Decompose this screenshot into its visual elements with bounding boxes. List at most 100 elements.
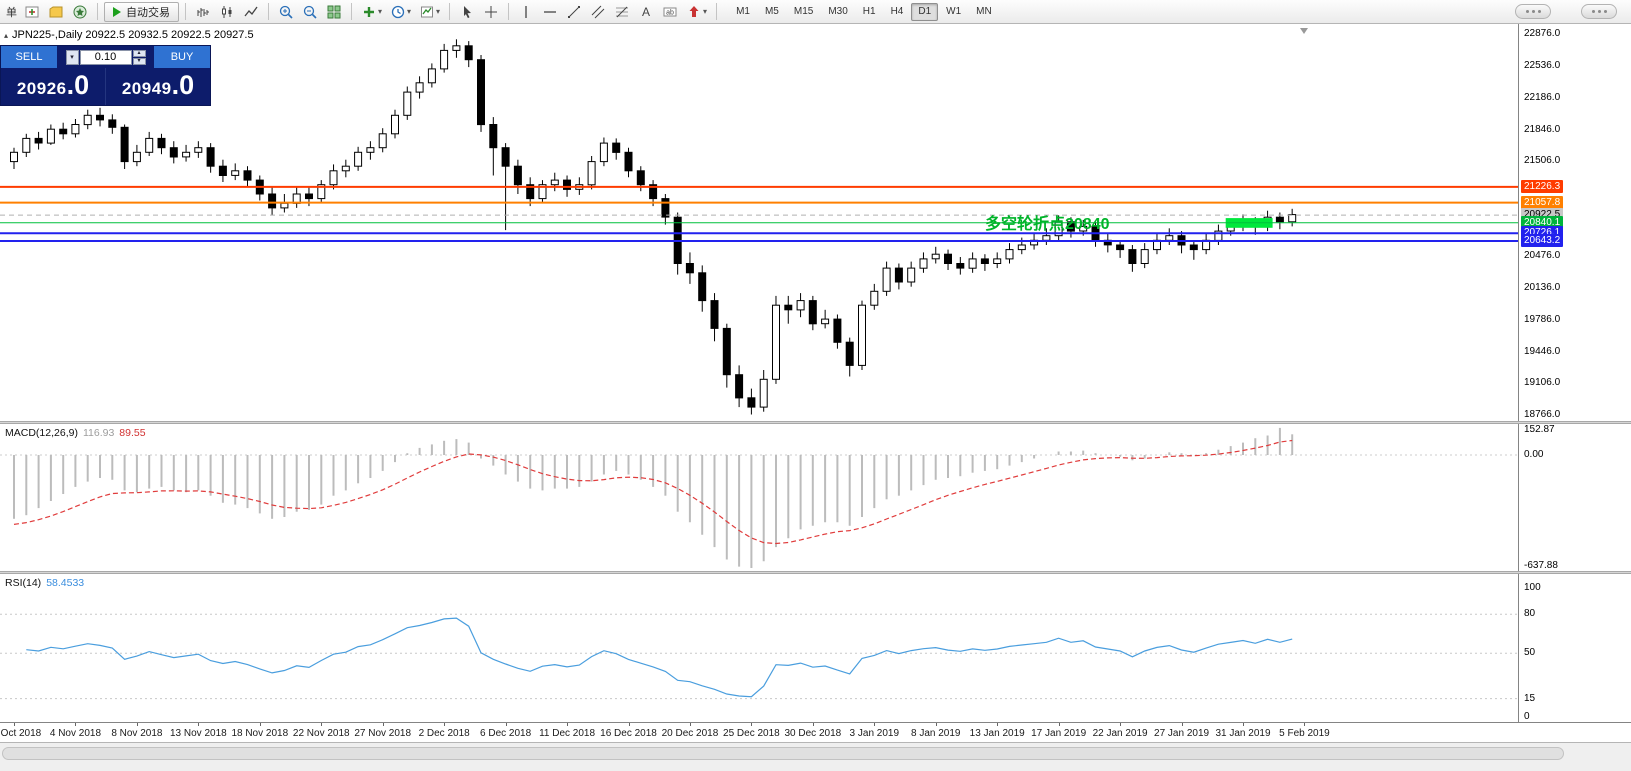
sell-button[interactable]: SELL <box>1 46 57 68</box>
volume-decrease-button[interactable]: ▾ <box>132 57 146 65</box>
bar-chart-button[interactable] <box>192 2 214 22</box>
time-axis-label: 20 Dec 2018 <box>661 728 719 739</box>
time-axis-tick <box>874 723 876 726</box>
macd-plot[interactable]: MACD(12,26,9) 116.93 89.55 <box>0 424 1519 571</box>
volume-input[interactable] <box>79 49 132 65</box>
arrows-button[interactable]: ▾ <box>683 2 710 22</box>
line-chart-button[interactable] <box>240 2 262 22</box>
new-order-button[interactable] <box>21 2 43 22</box>
sell-price[interactable]: 20926 .0 <box>1 68 105 105</box>
time-axis[interactable]: 30 Oct 2018 4 Nov 2018 8 Nov 2018 13 Nov 20… <box>0 722 1631 742</box>
new-order-label[interactable]: 单 <box>6 6 17 19</box>
indicators-button[interactable]: ▾ <box>358 2 385 22</box>
sell-price-decimal: .0 <box>66 70 90 100</box>
time-axis-tick <box>382 723 384 726</box>
fibonacci-button[interactable] <box>611 2 633 22</box>
time-axis-label: 3 Jan 2019 <box>849 728 900 739</box>
toolbar-separator <box>508 3 510 20</box>
time-axis-label: 25 Dec 2018 <box>723 728 780 739</box>
text-tool-button[interactable]: A <box>635 2 657 22</box>
main-chart-plot[interactable]: ▴ JPN225-,Daily 20922.5 20932.5 20922.5 … <box>0 24 1519 421</box>
time-axis-tick <box>567 723 569 726</box>
price-axis[interactable]: 22876.0 22536.0 22186.0 21846.0 21506.0 20476… <box>1520 24 1631 421</box>
time-axis-label: 31 Jan 2019 <box>1215 728 1271 739</box>
time-axis-label: 4 Nov 2018 <box>49 728 102 739</box>
horizontal-scrollbar[interactable] <box>2 747 1629 760</box>
macd-axis[interactable]: 152.87 0.00 -637.88 <box>1520 424 1631 571</box>
time-axis-tick <box>1120 723 1122 726</box>
rsi-panel: RSI(14) 58.4533 100 80 50 15 0 <box>0 574 1631 722</box>
crosshair-button[interactable] <box>480 2 502 22</box>
indicators-add-icon <box>364 6 374 17</box>
timeframe-h1-button[interactable]: H1 <box>856 3 883 21</box>
fibonacci-icon <box>616 6 629 17</box>
rsi-axis-label: 50 <box>1524 647 1536 659</box>
timeframe-m5-button[interactable]: M5 <box>758 3 786 21</box>
toolbar-extra-icon-1[interactable] <box>1515 4 1551 19</box>
channel-icon <box>591 5 605 18</box>
time-axis-tick <box>1243 723 1244 726</box>
timeframe-m30-button[interactable]: M30 <box>821 3 854 21</box>
zoom-out-icon <box>303 5 317 19</box>
timeframe-w1-button[interactable]: W1 <box>939 3 968 21</box>
one-click-collapse-arrow[interactable]: ▴ <box>4 30 9 40</box>
volume-increase-button[interactable]: ▴ <box>132 49 146 57</box>
vertical-line-button[interactable] <box>515 2 537 22</box>
buy-price-decimal: .0 <box>171 70 195 100</box>
navigator-icon <box>73 5 87 18</box>
toolbar-separator <box>268 3 269 20</box>
clock-icon <box>391 5 405 18</box>
price-axis-label: 19446.0 <box>1524 345 1561 357</box>
buy-price[interactable]: 20949 .0 <box>105 68 210 105</box>
horizontal-scrollbar-thumb[interactable] <box>2 747 1564 760</box>
time-axis-label: 11 Dec 2018 <box>539 728 596 739</box>
timeframe-d1-button[interactable]: D1 <box>911 2 939 21</box>
rsi-plot[interactable]: RSI(14) 58.4533 <box>0 574 1519 722</box>
chevron-down-icon: ▾ <box>703 6 708 16</box>
timeframe-m15-button[interactable]: M15 <box>787 3 820 21</box>
timeframe-m1-button[interactable]: M1 <box>729 3 757 21</box>
periods-button[interactable]: ▾ <box>387 2 414 22</box>
toolbar-right-group <box>1515 4 1617 19</box>
symbol-ohlc-text: JPN225-,Daily 20922.5 20932.5 20922.5 20… <box>12 29 254 41</box>
trendline-button[interactable] <box>563 2 585 22</box>
time-axis-label: 16 Dec 2018 <box>600 728 657 739</box>
chart-workspace: ▴ JPN225-,Daily 20922.5 20932.5 20922.5 … <box>0 24 1631 771</box>
toolbar-extra-icon-2[interactable] <box>1581 4 1617 19</box>
timeframe-toolbar: M1 M5 M15 M30 H1 H4 D1 W1 MN <box>729 2 999 21</box>
candlestick-chart-button[interactable] <box>216 2 238 22</box>
auto-trading-button[interactable]: 自动交易 <box>104 1 179 22</box>
macd-axis-label: -637.88 <box>1524 560 1558 571</box>
buy-button[interactable]: BUY <box>154 46 210 68</box>
market-watch-button[interactable] <box>45 2 67 22</box>
price-axis-label: 21506.0 <box>1524 155 1561 167</box>
volume-dropdown-button[interactable]: ▾ <box>65 49 79 65</box>
panel-splitter-macd[interactable] <box>0 421 1631 424</box>
rsi-axis-label: 0 <box>1524 711 1530 722</box>
horizontal-line-button[interactable] <box>539 2 561 22</box>
zoom-out-button[interactable] <box>299 2 321 22</box>
cursor-button[interactable] <box>456 2 478 22</box>
navigator-button[interactable] <box>69 2 91 22</box>
time-axis-label: 13 Nov 2018 <box>169 728 227 739</box>
tile-windows-button[interactable] <box>323 2 345 22</box>
volume-spinner: ▴ ▾ <box>132 49 146 65</box>
panel-splitter-rsi[interactable] <box>0 571 1631 574</box>
timeframe-mn-button[interactable]: MN <box>969 3 999 21</box>
text-label-button[interactable]: ab <box>659 2 681 22</box>
symbol-info-bar: ▴ JPN225-,Daily 20922.5 20932.5 20922.5 … <box>4 29 254 41</box>
chart-annotation-text[interactable]: 多空轮折点20840 <box>985 216 1110 233</box>
zoom-in-button[interactable] <box>275 2 297 22</box>
line-chart-icon <box>244 6 258 16</box>
templates-button[interactable]: ▾ <box>416 2 443 22</box>
time-axis-tick <box>1058 723 1060 726</box>
timeframe-h4-button[interactable]: H4 <box>884 3 911 21</box>
candlestick-chart-canvas <box>0 39 1518 415</box>
price-line-tag: 20643.2 <box>1521 233 1564 247</box>
equidistant-channel-button[interactable] <box>587 2 609 22</box>
price-axis-label: 22536.0 <box>1524 59 1561 71</box>
chart-shift-marker[interactable] <box>1300 28 1308 34</box>
rsi-axis[interactable]: 100 80 50 15 0 <box>1520 574 1631 722</box>
price-line-tag: 20840.1 <box>1521 215 1564 229</box>
